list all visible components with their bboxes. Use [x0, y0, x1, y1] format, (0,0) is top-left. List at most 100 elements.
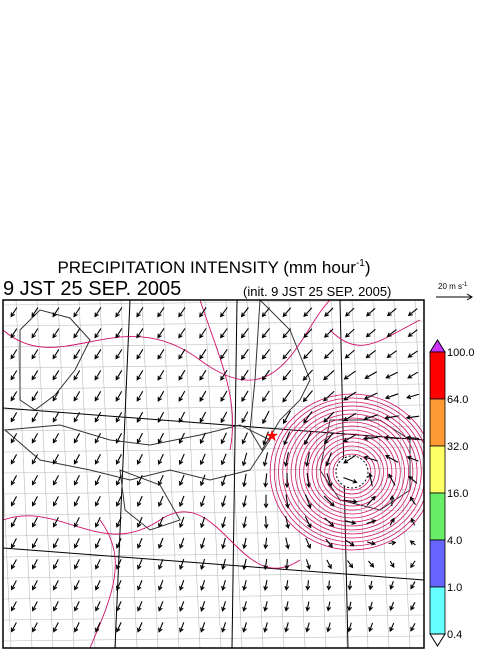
wind-arrow: [365, 328, 376, 338]
wind-arrow: [241, 369, 249, 381]
colorbar-label: 4.0: [447, 535, 462, 547]
wind-arrow: [94, 307, 102, 318]
colorbar-under: [429, 633, 446, 647]
grid-line: [3, 593, 424, 600]
wind-arrow: [73, 328, 81, 339]
wind-arrow: [304, 431, 312, 446]
wind-arrow: [368, 580, 374, 591]
grid-line: [162, 300, 180, 648]
wind-arrow: [178, 432, 185, 445]
wind-arrow: [363, 455, 378, 462]
wind-arrow: [303, 307, 313, 318]
wind-arrow: [323, 495, 335, 507]
wind-arrow: [157, 432, 164, 444]
wind-arrow: [31, 538, 38, 549]
colorbar-label: 16.0: [447, 488, 468, 500]
wind-arrow: [179, 580, 185, 591]
wind-arrow: [115, 474, 122, 486]
wind-arrow: [31, 475, 38, 486]
grid-line: [3, 300, 424, 306]
grid-line: [3, 446, 424, 453]
wind-arrow: [220, 432, 227, 445]
wind-arrow: [242, 516, 247, 529]
wind-arrow: [384, 415, 399, 421]
wind-arrow: [410, 560, 416, 569]
wind-arrow: [178, 307, 186, 318]
wind-arrow: [157, 390, 165, 402]
grid-line: [3, 551, 424, 558]
precip-contour: [320, 441, 384, 503]
wind-arrow: [11, 601, 17, 612]
wind-arrow: [219, 307, 228, 318]
wind-arrow: [263, 580, 269, 591]
wind-arrow: [303, 328, 313, 339]
grid-line: [309, 300, 327, 648]
wind-arrow: [344, 328, 355, 338]
precip-contour: [311, 433, 393, 511]
wind-arrow: [94, 370, 102, 381]
wind-arrow: [263, 473, 269, 488]
precip-contour: [315, 437, 389, 507]
wind-arrow: [343, 391, 357, 401]
wind-arrow: [323, 432, 334, 445]
wind-arrow: [199, 390, 207, 402]
wind-arrow: [407, 350, 418, 358]
wind-arrow: [323, 349, 334, 359]
grid-line: [3, 383, 424, 390]
wind-arrow: [31, 307, 39, 318]
wind-arrow: [116, 580, 122, 591]
wind-arrow: [10, 412, 18, 423]
wind-arrow: [304, 494, 312, 509]
wind-arrow: [179, 537, 185, 550]
wind-arrow: [389, 494, 395, 507]
wind-arrow: [31, 391, 39, 402]
wind-arrow: [220, 453, 227, 466]
wind-arrow: [115, 328, 123, 339]
wind-arrow: [94, 538, 101, 549]
grid-line: [3, 341, 424, 348]
wind-arrow: [11, 622, 17, 633]
wind-arrow: [344, 520, 357, 525]
wind-arrow: [157, 474, 164, 487]
wind-arrow: [284, 580, 290, 591]
wind-arrow: [115, 495, 122, 507]
colorbar-label: 64.0: [447, 394, 468, 406]
wind-arrow: [95, 580, 101, 591]
wind-arrow: [31, 433, 39, 444]
wind-arrow: [365, 349, 376, 359]
grid-line: [3, 467, 12, 648]
wind-arrow: [263, 494, 269, 509]
wind-arrow: [179, 558, 185, 570]
latitude-line: [3, 547, 424, 581]
wind-arrow: [405, 415, 420, 420]
wind-arrow: [136, 432, 143, 444]
precip-contour: [3, 300, 331, 381]
precip-contour: [290, 413, 414, 531]
wind-arrow: [31, 559, 38, 570]
wind-arrow: [389, 581, 394, 590]
wind-arrow: [10, 475, 18, 486]
coastline: [119, 469, 181, 531]
wind-arrow: [242, 601, 247, 612]
wind-arrow: [73, 496, 80, 507]
wind-arrow: [53, 622, 59, 633]
wind-arrow: [137, 622, 143, 633]
wind-arrow: [342, 434, 357, 442]
wind-arrow: [283, 452, 289, 467]
wind-arrow: [157, 307, 165, 318]
grid-line: [3, 404, 424, 411]
wind-arrow: [302, 390, 313, 403]
wind-arrow: [52, 496, 59, 507]
precip-contour: [303, 425, 401, 519]
colorbar-segment: [429, 586, 446, 635]
grid-line: [414, 300, 424, 503]
wind-arrow: [137, 559, 143, 570]
wind-arrow: [303, 349, 313, 360]
wind-arrow: [73, 412, 81, 423]
wind-arrow: [221, 622, 227, 633]
wind-arrow: [200, 516, 206, 529]
wind-arrow: [136, 349, 144, 360]
wind-arrow: [158, 601, 164, 612]
